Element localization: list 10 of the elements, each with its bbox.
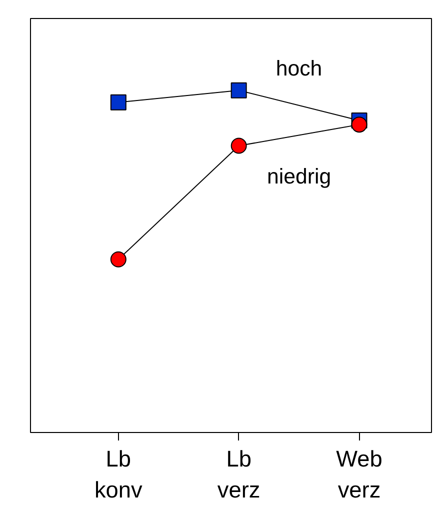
point [351, 116, 368, 133]
x-tick-label: Lb verz [217, 446, 260, 503]
point [110, 94, 126, 110]
series-label: hoch [276, 56, 322, 80]
x-tick-label: Lb konv [94, 446, 144, 503]
point [230, 138, 247, 154]
x-tick-label: Web verz [336, 446, 382, 503]
series-label: niedrig [267, 164, 332, 189]
point [230, 82, 247, 98]
point [110, 251, 126, 268]
